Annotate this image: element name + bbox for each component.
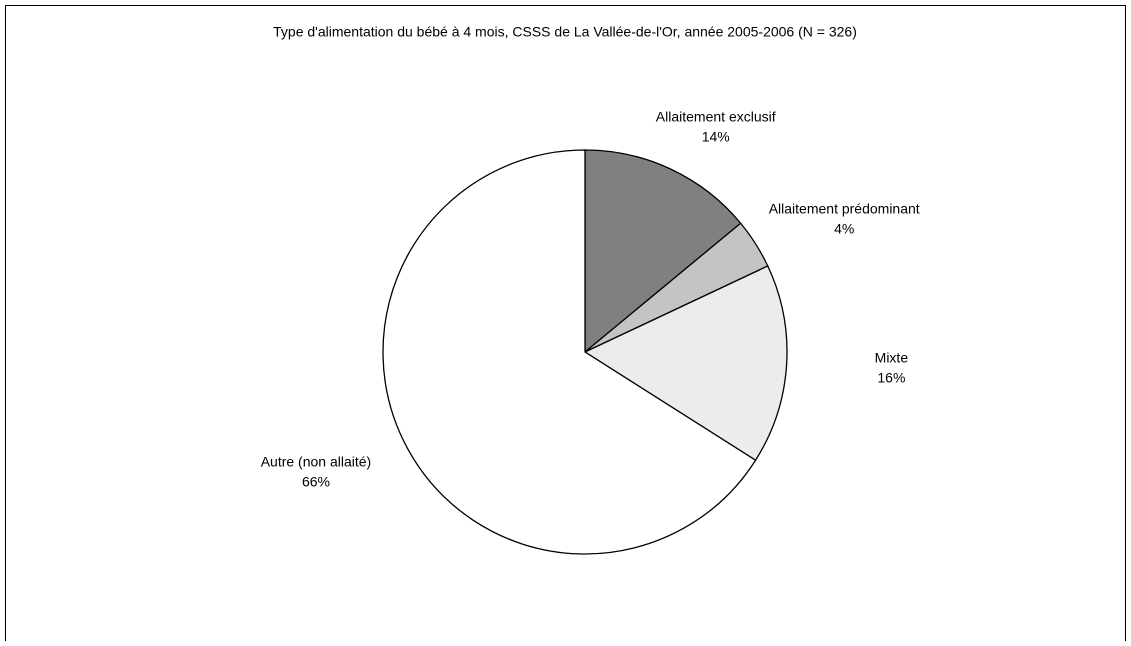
slice-label: Allaitement prédominant bbox=[769, 200, 920, 216]
slice-label: Allaitement exclusif bbox=[656, 109, 776, 125]
slice-value-label: 16% bbox=[877, 369, 905, 385]
slice-label: Mixte bbox=[875, 349, 909, 365]
pie-slice bbox=[382, 149, 757, 555]
pie-slice bbox=[584, 149, 742, 354]
slice-label: Autre (non allaité) bbox=[261, 454, 372, 470]
slice-value-label: 66% bbox=[302, 474, 330, 490]
slice-value-label: 14% bbox=[702, 129, 730, 145]
chart-title: Type d'alimentation du bébé à 4 mois, CS… bbox=[273, 24, 857, 40]
pie-slice bbox=[583, 265, 788, 462]
slice-value-label: 4% bbox=[834, 220, 854, 236]
